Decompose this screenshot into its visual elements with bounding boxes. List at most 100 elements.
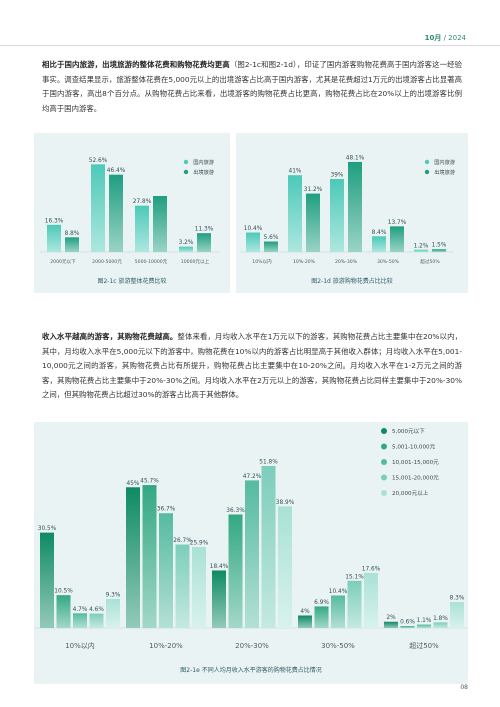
- legend-label: 国内旅游: [434, 158, 455, 166]
- bar: [331, 595, 345, 628]
- data-label: 18.4%: [210, 564, 229, 570]
- data-label: 25.9%: [190, 541, 209, 547]
- bar: [330, 178, 344, 252]
- legend-label: 15,001-20,000元: [392, 474, 439, 481]
- bar: [89, 613, 104, 628]
- bar: [159, 513, 173, 628]
- data-label: 0.6%: [400, 620, 415, 626]
- bar: [65, 237, 79, 252]
- caption-total-spend: 图2-1c 旅游整体花费比较: [97, 278, 167, 285]
- bar: [417, 624, 431, 628]
- bar: [175, 544, 190, 628]
- legend-marker: [183, 159, 189, 165]
- bar: [384, 621, 398, 628]
- data-label: 8.3%: [450, 596, 465, 602]
- bar: [245, 480, 259, 628]
- bar: [261, 466, 276, 628]
- x-tick-label: 20%-30%: [335, 259, 358, 265]
- data-label: 45%: [127, 481, 140, 487]
- data-label: 47.2%: [243, 474, 262, 480]
- legend-label: 出境旅游: [434, 168, 455, 176]
- bar: [109, 174, 123, 252]
- bar: [126, 487, 140, 628]
- bar: [306, 193, 320, 252]
- x-tick-label: 超过50%: [409, 641, 439, 650]
- legend-marker: [424, 169, 430, 175]
- bar: [364, 572, 378, 628]
- page-header: 10月 / 2024: [0, 0, 500, 46]
- bar: [432, 249, 446, 252]
- data-label: 4%: [300, 609, 310, 615]
- paragraph-lead: 收入水平越高的游客，其购物花费越高。: [42, 332, 178, 341]
- data-label: 17.6%: [362, 566, 381, 572]
- bar: [91, 164, 105, 252]
- x-tick-label: 5000-10000元: [135, 259, 168, 265]
- data-label: 1.2%: [414, 243, 429, 249]
- data-label: 36.7%: [157, 507, 176, 513]
- issue-month: 10月: [424, 34, 442, 42]
- x-tick-label: 10%-20%: [149, 642, 183, 650]
- bar: [433, 622, 448, 628]
- legend-label: 国内旅游: [193, 158, 214, 166]
- paragraph-body: 整体来看，月均收入水平在1万元以下的游客，其购物花费占比主要集中在20%以内，其…: [42, 332, 462, 399]
- x-tick-label: 20%-30%: [235, 642, 269, 650]
- bar: [47, 224, 61, 252]
- data-label: 52.6%: [89, 158, 108, 164]
- x-tick-label: 30%-50%: [321, 642, 355, 650]
- x-tick-label: 10%以内: [65, 641, 95, 650]
- x-tick-label: 超过50%: [420, 258, 440, 265]
- page-number: 08: [460, 684, 468, 691]
- bar: [192, 547, 206, 628]
- data-label: 8.8%: [65, 231, 80, 237]
- issue-separator: /: [441, 34, 449, 42]
- paragraph-income-level: 收入水平越高的游客，其购物花费越高。整体来看，月均收入水平在1万元以下的游客，其…: [42, 330, 462, 403]
- bar: [106, 598, 120, 628]
- caption-shopping-share: 图2-1d 旅游购物花费占比比较: [311, 278, 393, 285]
- caption-income-shopping-share: 图2-1e 不同人均月收入水平游客的购物花费占比情况: [180, 667, 322, 674]
- legend-marker: [381, 428, 387, 434]
- chart-panel-total-spend: [34, 133, 230, 293]
- data-label: 9.3%: [106, 592, 121, 598]
- data-label: 10.4%: [244, 226, 263, 232]
- bar: [142, 485, 157, 628]
- bar: [278, 506, 292, 628]
- bar: [288, 175, 302, 252]
- data-label: 38.9%: [276, 500, 295, 506]
- chart-total-spend: 16.3% 8.8% 2000元以下 52.6% 46.4% 2000-5000元 27.8…: [40, 158, 220, 265]
- x-tick-label: 2000元以下: [50, 259, 76, 265]
- x-tick-label: 2000-5000元: [92, 259, 122, 265]
- bar: [40, 532, 54, 628]
- legend-label: 出境旅游: [193, 168, 214, 176]
- legend-marker: [381, 459, 387, 465]
- legend-marker: [381, 443, 387, 450]
- bar: [73, 613, 87, 628]
- data-label: 10.4%: [329, 589, 348, 595]
- data-label: 51.8%: [259, 460, 278, 466]
- data-label: 6.9%: [314, 600, 329, 606]
- legend-label: 10,001-15,000元: [392, 459, 439, 466]
- header-divider: [0, 45, 500, 46]
- data-label: 26.7%: [173, 538, 192, 544]
- legend-label: 5,000元以下: [392, 428, 425, 435]
- bar: [390, 226, 404, 252]
- bar: [298, 615, 312, 628]
- data-label: 4.7%: [73, 607, 88, 613]
- paragraph-outbound-vs-domestic: 相比于国内旅游，出境旅游的整体花费和购物花费均更高（图2-1c和图2-1d），印…: [42, 58, 462, 116]
- legend-label: 20,000元以上: [392, 489, 429, 497]
- bar: [314, 606, 329, 628]
- data-label: 39%: [331, 172, 344, 178]
- legend-marker: [183, 169, 189, 175]
- data-label: 30.5%: [38, 526, 57, 532]
- issue-year: 2024: [448, 34, 466, 42]
- paragraph-body: （图2-1c和图2-1d），印证了国内游客购物花费高于国内游客这一经验事实。调查…: [42, 60, 462, 113]
- data-label: 27.8%: [133, 199, 152, 205]
- chart-shopping-share: 10.4%5.6% 10%以内 41% 31.2% 10%-20% 39% 48.1% 20%…: [240, 155, 455, 265]
- bar: [400, 626, 415, 628]
- data-label: 1.1%: [417, 618, 432, 624]
- data-label: 1.8%: [433, 616, 448, 622]
- bar: [246, 232, 260, 252]
- legend-marker: [381, 474, 387, 481]
- bar: [348, 161, 362, 252]
- issue-date: 10月 / 2024: [425, 33, 466, 43]
- legend-marker: [424, 159, 430, 165]
